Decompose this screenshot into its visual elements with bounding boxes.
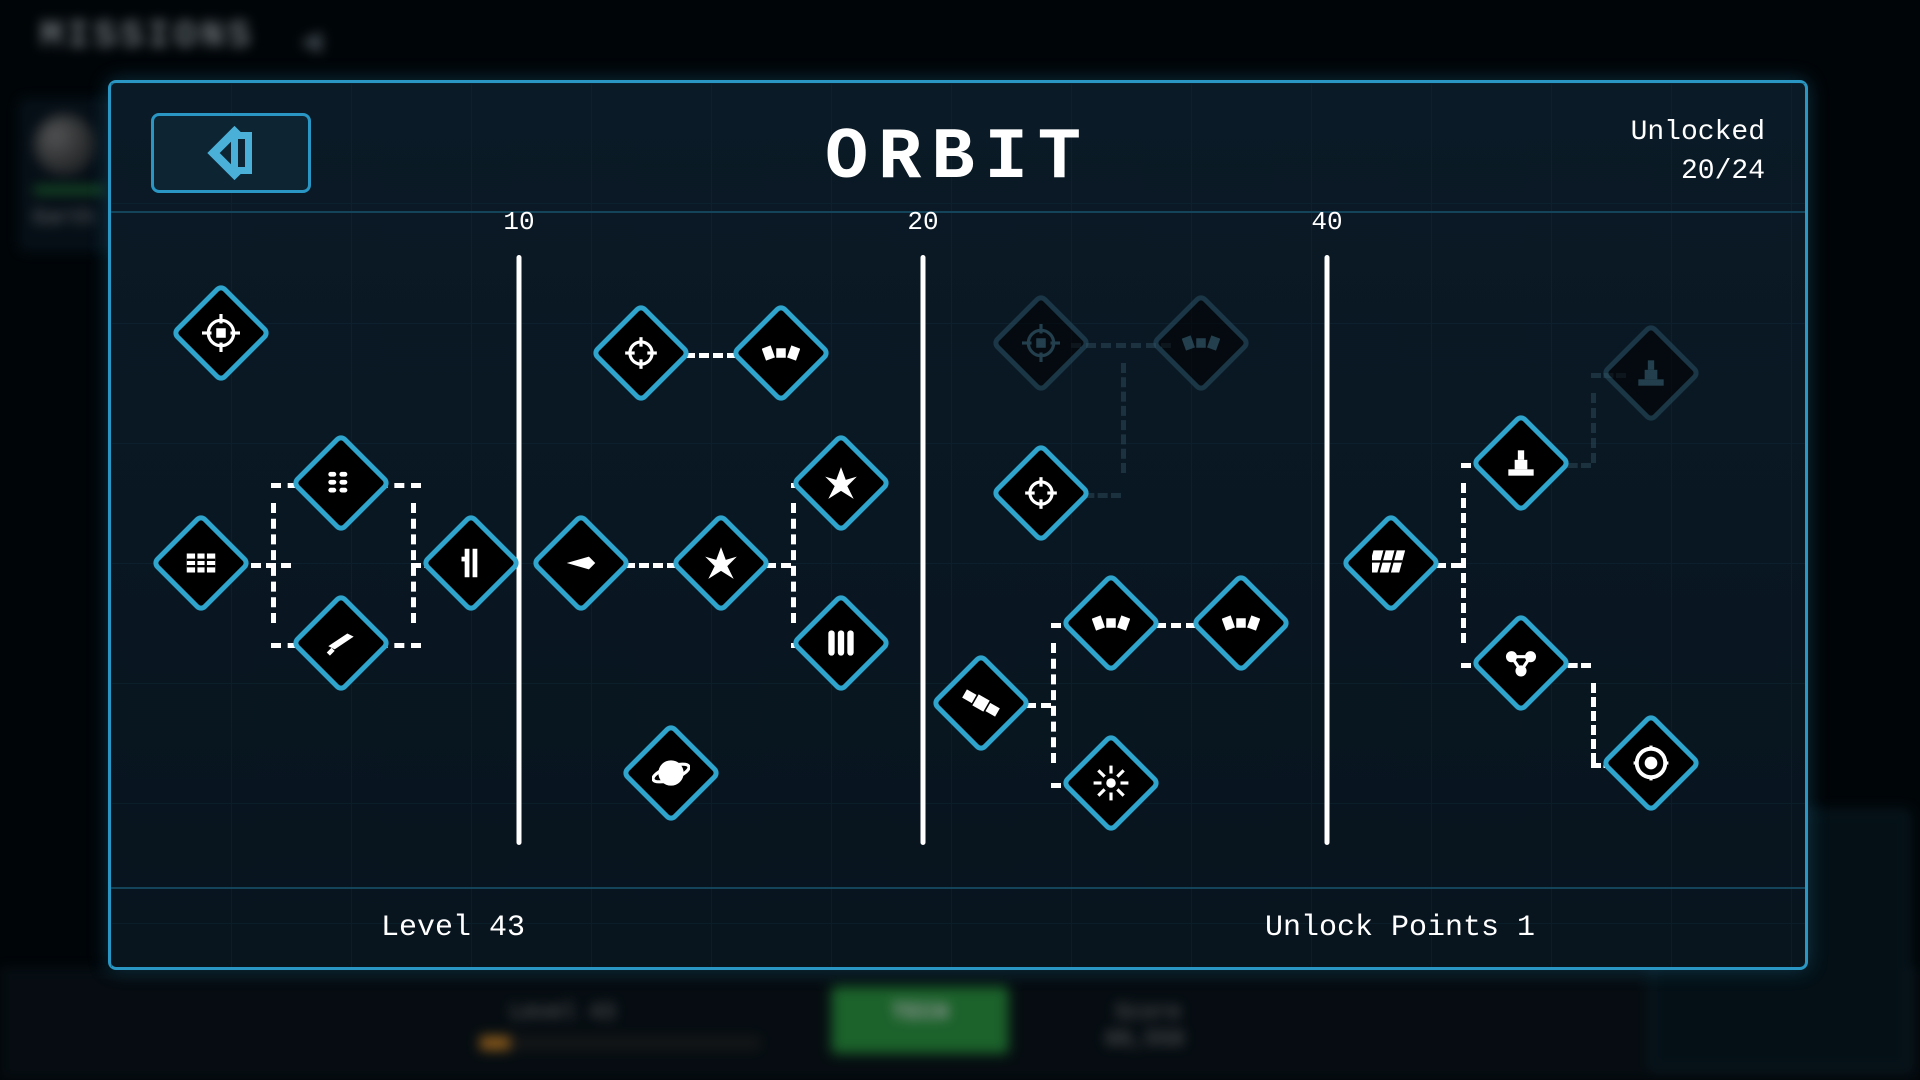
tier-labels-row: 102040 xyxy=(111,213,1805,243)
tech-node-n9[interactable] xyxy=(670,512,772,614)
tech-node-n12[interactable] xyxy=(620,722,722,824)
satellite-icon xyxy=(961,683,1001,723)
tier-divider xyxy=(517,255,522,845)
footer-points: Unlock Points 1 xyxy=(1265,911,1535,945)
tech-node-n20[interactable] xyxy=(1340,512,1442,614)
core-icon xyxy=(1631,743,1671,783)
tech-node-n22[interactable] xyxy=(1600,322,1702,424)
shuttle-icon xyxy=(561,543,601,583)
tech-node-n15[interactable] xyxy=(990,442,1092,544)
tech-node-n1[interactable] xyxy=(170,282,272,384)
tech-node-n8[interactable] xyxy=(530,512,632,614)
tier-threshold-label: 40 xyxy=(1311,207,1342,237)
crosshair-icon xyxy=(621,333,661,373)
tech-node-n5[interactable] xyxy=(420,512,522,614)
satellite-dual-icon xyxy=(761,333,801,373)
tier-divider xyxy=(921,255,926,845)
satellite-dual-icon xyxy=(1091,603,1131,643)
tier-divider xyxy=(1325,255,1330,845)
bottom-hud: Level 43 TECH Score 88,558 xyxy=(0,970,1920,1080)
tech-node-n21[interactable] xyxy=(1470,412,1572,514)
molecule-icon xyxy=(1501,643,1541,683)
canisters-icon xyxy=(821,623,861,663)
turret-icon xyxy=(1501,443,1541,483)
tech-node-n16[interactable] xyxy=(930,652,1032,754)
tech-connector xyxy=(411,503,416,623)
tech-connector xyxy=(1591,393,1596,463)
tech-connector xyxy=(1121,363,1126,473)
xp-bar xyxy=(480,1036,760,1050)
tech-node-n24[interactable] xyxy=(1600,712,1702,814)
tech-node-n19[interactable] xyxy=(1060,732,1162,834)
spark-icon xyxy=(821,463,861,503)
tech-node-n13[interactable] xyxy=(990,292,1092,394)
satellite-dual-icon xyxy=(1181,323,1221,363)
solar-panels-icon xyxy=(1371,543,1411,583)
tech-node-n2[interactable] xyxy=(150,512,252,614)
tech-node-n4[interactable] xyxy=(290,592,392,694)
tech-connector xyxy=(271,503,276,623)
tech-connector xyxy=(1591,683,1596,763)
unlocked-counter: Unlocked 20/24 xyxy=(1631,113,1765,191)
tech-node-n18[interactable] xyxy=(1190,572,1292,674)
rocket-icon xyxy=(321,623,361,663)
satellite-dual-icon xyxy=(1221,603,1261,643)
tier-threshold-label: 20 xyxy=(907,207,938,237)
target-satellite-icon xyxy=(201,313,241,353)
chevron-left-icon: ◀ xyxy=(300,20,322,63)
tech-node-n7[interactable] xyxy=(730,302,832,404)
tech-node-n23[interactable] xyxy=(1470,612,1572,714)
tech-node-n17[interactable] xyxy=(1060,572,1162,674)
tech-node-n10[interactable] xyxy=(790,432,892,534)
tech-connector xyxy=(1051,643,1056,763)
missions-label: MISSIONS xyxy=(40,15,254,58)
crosshair-icon xyxy=(1021,473,1061,513)
tech-node-n11[interactable] xyxy=(790,592,892,694)
panel-title: ORBIT xyxy=(111,117,1805,199)
tech-button: TECH xyxy=(830,985,1010,1055)
planet-icon xyxy=(651,753,691,793)
target-satellite-icon xyxy=(1021,323,1061,363)
ammo-rows-icon xyxy=(321,463,361,503)
station-icon xyxy=(181,543,221,583)
tech-connector xyxy=(791,503,796,623)
panel-header: ORBIT Unlocked 20/24 xyxy=(111,83,1805,213)
turret-icon xyxy=(1631,353,1671,393)
tech-node-n6[interactable] xyxy=(590,302,692,404)
tech-connector xyxy=(1461,483,1466,643)
tech-tree-panel: ORBIT Unlocked 20/24 102040 Level 43 Unl… xyxy=(108,80,1808,970)
tech-tree-area xyxy=(111,243,1805,853)
panel-footer: Level 43 Unlock Points 1 xyxy=(111,887,1805,967)
ammo-mag-icon xyxy=(451,543,491,583)
footer-level: Level 43 xyxy=(381,911,525,945)
spark-icon xyxy=(701,543,741,583)
burst-icon xyxy=(1091,763,1131,803)
tech-node-n3[interactable] xyxy=(290,432,392,534)
tier-threshold-label: 10 xyxy=(503,207,534,237)
tech-node-n14[interactable] xyxy=(1150,292,1252,394)
